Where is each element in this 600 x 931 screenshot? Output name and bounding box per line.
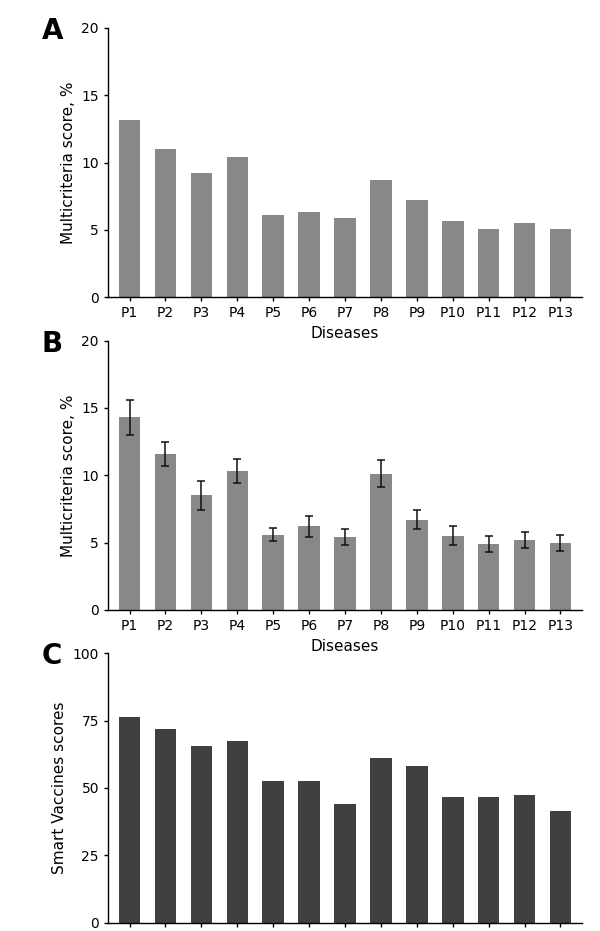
- Bar: [227, 471, 248, 610]
- Bar: [514, 540, 535, 610]
- Bar: [262, 215, 284, 297]
- Bar: [155, 729, 176, 923]
- Bar: [262, 781, 284, 923]
- Bar: [334, 537, 356, 610]
- Bar: [155, 149, 176, 297]
- Bar: [550, 543, 571, 610]
- Bar: [334, 804, 356, 923]
- Bar: [514, 223, 535, 297]
- Bar: [406, 766, 428, 923]
- Bar: [334, 218, 356, 297]
- Bar: [298, 526, 320, 610]
- Bar: [442, 536, 464, 610]
- Bar: [478, 797, 499, 923]
- Bar: [442, 797, 464, 923]
- Bar: [550, 811, 571, 923]
- Bar: [298, 781, 320, 923]
- X-axis label: Diseases: Diseases: [311, 326, 379, 341]
- Y-axis label: Multicriteria score, %: Multicriteria score, %: [61, 394, 76, 557]
- Bar: [406, 519, 428, 610]
- Bar: [119, 119, 140, 297]
- Bar: [298, 212, 320, 297]
- Text: B: B: [41, 330, 63, 358]
- Y-axis label: Smart Vaccines scores: Smart Vaccines scores: [52, 702, 67, 874]
- Bar: [406, 200, 428, 297]
- Bar: [370, 759, 392, 923]
- Bar: [478, 229, 499, 297]
- Bar: [550, 229, 571, 297]
- Bar: [191, 746, 212, 923]
- Bar: [370, 474, 392, 610]
- Bar: [442, 221, 464, 297]
- Bar: [227, 157, 248, 297]
- Bar: [119, 717, 140, 923]
- Text: A: A: [41, 17, 63, 46]
- Bar: [262, 534, 284, 610]
- Bar: [514, 795, 535, 923]
- Bar: [119, 417, 140, 610]
- Bar: [370, 180, 392, 297]
- Bar: [155, 453, 176, 610]
- Bar: [191, 173, 212, 297]
- Bar: [227, 741, 248, 923]
- Text: C: C: [41, 642, 62, 670]
- Bar: [478, 544, 499, 610]
- Bar: [191, 495, 212, 610]
- Y-axis label: Multicriteria score, %: Multicriteria score, %: [61, 81, 76, 244]
- X-axis label: Diseases: Diseases: [311, 639, 379, 654]
